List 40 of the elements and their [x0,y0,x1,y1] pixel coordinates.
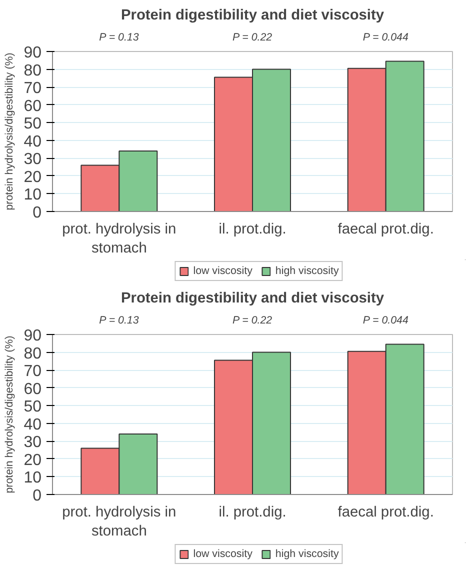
chart-title: Protein digestibility and diet viscosity [120,290,385,306]
x-tick-label: faecal prot.dig. [338,222,434,238]
y-axis-title: protein hydrolysis/digestibility (%) [4,336,16,494]
y-tick-label: 60 [24,98,42,115]
x-tick-label: prot. hydrolysis in stomach [62,504,176,540]
legend-label: low viscosity [193,548,252,560]
text: P = 0.13 [99,314,139,326]
y-tick-label: 10 [24,470,42,487]
text: P = 0.22 [232,32,272,44]
legend-label: high viscosity [275,548,339,560]
legend-label: low viscosity [193,265,252,277]
y-tick-label: 30 [24,151,42,168]
y-tick-label: 80 [24,345,42,362]
y-tick-label: 10 [24,186,42,204]
x-tick-label: faecal prot.dig. [338,504,434,520]
x-tick-label: prot. hydrolysis in stomach [62,222,176,257]
y-tick-label: 90 [24,328,42,344]
y-tick-label: 60 [24,380,42,398]
y-tick-label: 40 [24,416,42,434]
y-tick-label: 40 [24,133,42,150]
y-tick-label: 20 [24,452,42,469]
y-tick-label: 0 [32,488,42,504]
chart-title: Protein digestibility and diet viscosity [120,8,385,24]
text: P = 0.13 [99,32,139,44]
y-tick-label: 70 [24,80,42,98]
text: P = 0.22 [232,314,272,326]
x-tick-label: il. prot.dig. [218,504,286,520]
x-tick-label: il. prot.dig. [218,222,286,238]
y-tick-label: 80 [24,62,42,80]
y-tick-label: 20 [24,168,42,186]
legend-label: high viscosity [275,265,339,277]
text: P = 0.044 [362,314,408,326]
y-tick-label: 70 [24,363,42,380]
text: P = 0.044 [362,32,408,44]
y-tick-label: 50 [24,116,42,133]
y-tick-label: 90 [24,44,42,62]
y-axis-title: protein hydrolysis/digestibility (%) [4,52,16,210]
y-tick-label: 0 [32,204,42,222]
y-tick-label: 50 [24,398,42,416]
y-tick-label: 30 [24,434,42,452]
